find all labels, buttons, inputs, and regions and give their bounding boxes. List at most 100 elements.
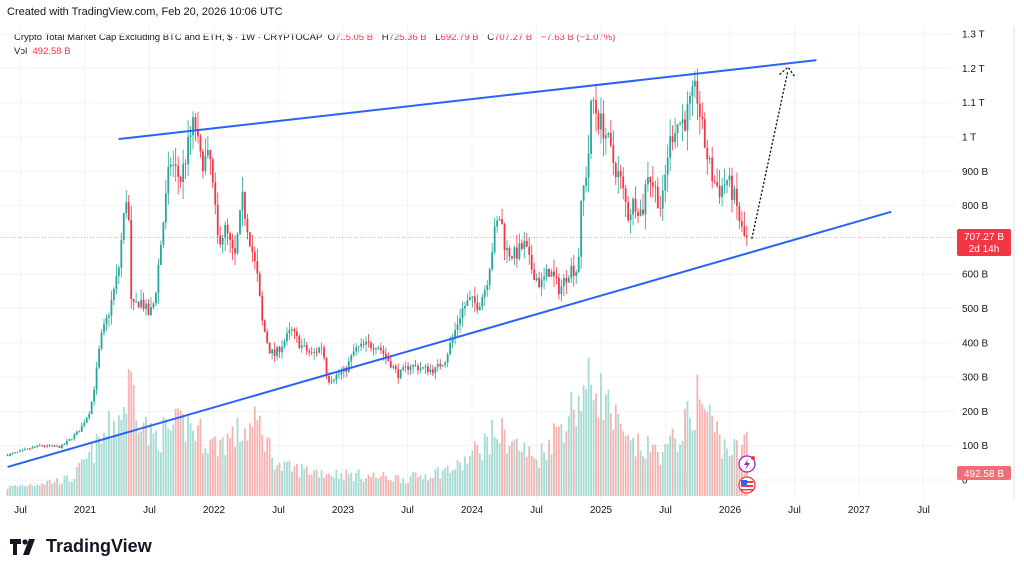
candle-body [214,182,217,205]
volume-bar [508,445,511,496]
x-tick-label: 2024 [461,505,484,516]
candle-body [105,317,108,325]
candle-body [627,202,630,221]
volume-bar [288,460,291,496]
volume-bar [696,374,699,496]
volume-bar [367,474,370,496]
volume-bar [535,459,538,496]
candle-body [197,129,199,137]
volume-bar [436,467,439,496]
volume-bar [85,458,88,496]
candle-body [58,446,61,448]
x-tick-label: 2021 [74,505,97,516]
candle-body [708,157,711,160]
volume-bar [263,451,266,496]
candle-body [147,303,150,315]
volume-bar [543,452,545,496]
candle-body [189,135,192,137]
candle-body [558,277,560,295]
volume-bar [11,485,14,496]
volume-bar [370,477,372,496]
volume-bar [273,469,276,496]
candle-body [508,248,511,257]
candle-body [375,349,377,350]
volume-bar [281,470,283,496]
price-axis[interactable]: 1.3 T 1.2 T 1.1 T 1 T 900 B 800 B 600 B 500 B 40… [962,30,988,487]
candle-body [518,243,521,259]
volume-bar [189,423,192,496]
volume-bar [533,457,536,496]
candle-body [548,268,550,277]
candle-body [604,135,607,139]
volume-bar [689,418,691,496]
x-tick-label: Jul [659,505,672,516]
volume-bar [248,423,251,496]
volume-bar [600,373,602,496]
y-tick-label: 0 [962,476,968,487]
candle-body [456,324,459,331]
candle-body [473,296,476,303]
volume-bar [350,472,353,496]
candle-body [367,341,370,343]
volume-bar [323,477,325,496]
candle-body [85,417,88,423]
volume-bar [708,404,711,496]
candle-body [491,252,494,270]
volume-bar [142,422,145,496]
candle-body [16,451,19,453]
candle-body [723,184,726,187]
volume-bar [553,423,555,496]
candle-body [679,123,681,125]
close-value: 707.27 B [494,32,533,43]
volume-bar [501,418,503,496]
candle-body [382,350,385,354]
volume-bar [644,458,647,496]
candle-body [352,351,355,356]
candle-body [629,214,632,221]
candle-body [669,136,672,158]
symbol-title[interactable]: Crypto Total Market Cap Excluding BTC an… [14,32,323,43]
candle-body [389,361,392,368]
candle-body [224,224,227,238]
candle-body [41,445,44,447]
candle-body [661,190,664,209]
volume-bar [266,437,269,496]
price-chart[interactable]: 1.3 T 1.2 T 1.1 T 1 T 900 B 800 B 600 B 500 B 40… [0,0,1024,530]
trendlines[interactable] [0,59,955,468]
volume-bar [503,429,506,496]
volume-bar [498,443,501,496]
volume-bar [731,454,733,496]
volume-bar [258,415,261,496]
volume-bar [132,384,135,496]
volume-bar [147,445,150,496]
candle-body [642,209,644,215]
created-with-caption: Created with TradingView.com, Feb 20, 20… [7,6,283,18]
volume-bar [664,444,667,496]
time-axis[interactable]: Jul 2021 Jul 2022 Jul 2023 Jul 2024 Jul 2025 Jul 20… [14,505,930,516]
candle-body [676,124,679,134]
candle-body [429,369,432,373]
x-tick-label: 2025 [590,505,613,516]
us-flag-icon[interactable] [738,476,756,494]
candle-body [286,333,288,342]
volume-bar [691,430,694,496]
volume-bar [674,438,677,496]
candle-body [56,446,58,447]
volume-bar [703,409,706,496]
volume-bar [21,484,24,496]
tradingview-logo[interactable]: TradingView [10,536,152,557]
candle-body [157,265,160,293]
volume-bar [718,434,721,496]
candle-body [711,157,714,181]
candle-body [486,285,489,291]
x-tick-label: 2023 [332,505,355,516]
volume-bar [239,442,241,496]
volume-bar [206,453,209,496]
candle-body [590,100,592,154]
volume-bar [686,401,689,496]
lightning-icon[interactable] [738,455,756,473]
candle-body [288,329,291,334]
candle-body [498,219,501,221]
candle-body [624,188,627,203]
candle-body [577,256,580,273]
